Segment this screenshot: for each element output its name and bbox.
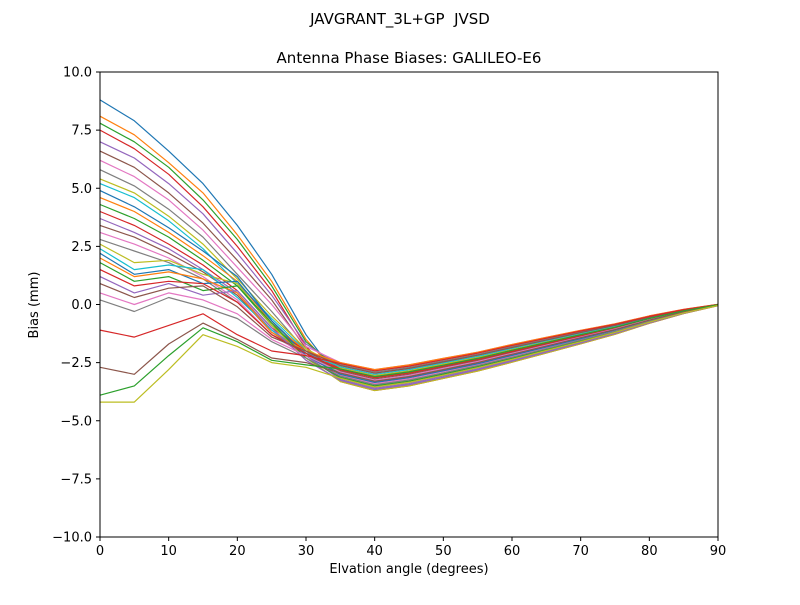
series-line-s19: [99, 243, 719, 392]
series-line-s20: [99, 248, 719, 375]
x-tick-label: 70: [572, 544, 589, 559]
series-lines: [99, 99, 719, 403]
y-tick-label: 0.0: [71, 298, 92, 313]
series-line-s22: [99, 257, 719, 371]
series-line-s04: [99, 129, 719, 392]
series-line-s25: [99, 276, 719, 390]
y-tick-label: −7.5: [60, 472, 92, 487]
x-tick-label: 40: [366, 544, 383, 559]
y-tick-label: 5.0: [71, 182, 92, 197]
x-axis-label: Elvation angle (degrees): [329, 562, 488, 577]
axes-title: Antenna Phase Biases: GALILEO-E6: [277, 49, 542, 67]
x-tick-label: 90: [710, 544, 727, 559]
x-tick-label: 10: [160, 544, 177, 559]
x-tick-label: 50: [435, 544, 452, 559]
y-tick-label: 10.0: [63, 66, 92, 81]
x-tick-label: 20: [229, 544, 246, 559]
series-line-s32: [100, 304, 719, 403]
series-line-s03: [99, 122, 719, 379]
series-line-s08: [99, 169, 719, 388]
series-line-s05: [99, 141, 719, 374]
series-line-s29: [99, 303, 719, 372]
y-tick-label: 2.5: [71, 240, 92, 255]
y-tick-label: −10.0: [52, 531, 92, 546]
y-tick-label: 7.5: [71, 124, 92, 139]
y-tick-label: −5.0: [60, 414, 92, 429]
series-line-s11: [99, 190, 719, 386]
x-tick-label: 0: [96, 544, 104, 559]
series-line-s17: [99, 231, 719, 385]
y-axis-label: Bias (mm): [27, 272, 42, 339]
series-line-s13: [99, 203, 719, 382]
series-line-s28: [99, 296, 719, 386]
x-tick-label: 60: [504, 544, 521, 559]
series-line-s10: [99, 183, 719, 381]
series-line-s30: [99, 304, 719, 382]
series-line-s27: [99, 292, 719, 381]
x-tick-label: 80: [641, 544, 658, 559]
series-line-s26: [99, 283, 719, 374]
series-line-s07: [99, 159, 719, 371]
series-line-s31: [99, 304, 719, 396]
figure-title: JAVGRANT_3L+GP JVSD: [309, 10, 490, 29]
x-tick-label: 30: [298, 544, 315, 559]
y-tick-label: −2.5: [60, 356, 92, 371]
